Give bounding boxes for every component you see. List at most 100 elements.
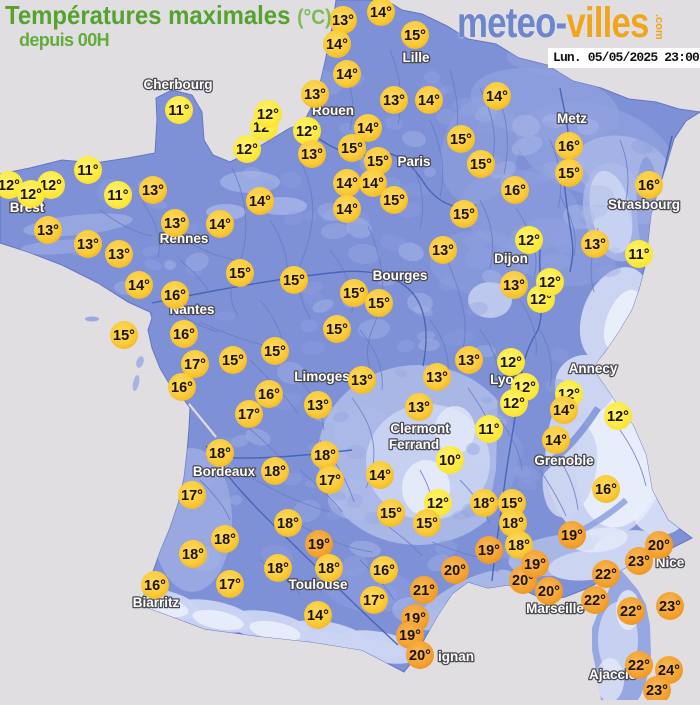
svg-text:Lille: Lille	[402, 50, 429, 65]
svg-text:12°: 12°	[0, 178, 20, 194]
svg-text:17°: 17°	[184, 357, 206, 373]
svg-text:15°: 15°	[113, 328, 135, 344]
svg-text:15°: 15°	[341, 141, 363, 157]
svg-text:14°: 14°	[545, 433, 567, 449]
svg-text:18°: 18°	[209, 446, 231, 462]
svg-text:23°: 23°	[646, 683, 668, 699]
svg-text:17°: 17°	[363, 593, 385, 609]
svg-text:13°: 13°	[37, 223, 59, 239]
svg-text:11°: 11°	[478, 422, 499, 438]
svg-text:15°: 15°	[501, 496, 523, 512]
svg-text:17°: 17°	[181, 488, 203, 504]
svg-text:14°: 14°	[553, 403, 575, 419]
svg-text:Cherbourg: Cherbourg	[144, 77, 213, 92]
svg-text:18°: 18°	[267, 561, 289, 577]
svg-text:Metz: Metz	[557, 111, 587, 126]
svg-text:18°: 18°	[182, 547, 204, 563]
svg-text:17°: 17°	[319, 473, 341, 489]
svg-text:15°: 15°	[326, 322, 348, 338]
svg-text:17°: 17°	[238, 407, 260, 423]
svg-text:14°: 14°	[357, 121, 379, 137]
svg-text:ignan: ignan	[438, 649, 474, 664]
svg-text:12°: 12°	[530, 292, 552, 308]
svg-text:19°: 19°	[561, 528, 583, 544]
svg-text:14°: 14°	[326, 37, 348, 53]
svg-text:19°: 19°	[308, 537, 330, 553]
svg-text:12°: 12°	[257, 107, 279, 123]
svg-text:15°: 15°	[368, 296, 390, 312]
svg-text:14°: 14°	[307, 608, 329, 624]
svg-text:14°: 14°	[128, 278, 150, 294]
svg-text:18°: 18°	[314, 448, 336, 464]
svg-text:Biarritz: Biarritz	[133, 595, 180, 610]
svg-text:13°: 13°	[77, 237, 99, 253]
svg-text:14°: 14°	[370, 5, 392, 21]
svg-text:13°: 13°	[332, 13, 354, 29]
svg-text:16°: 16°	[173, 327, 195, 343]
svg-text:22°: 22°	[595, 567, 617, 583]
svg-text:20°: 20°	[648, 538, 670, 554]
svg-text:20°: 20°	[409, 648, 431, 664]
svg-text:Ferrand: Ferrand	[389, 437, 439, 452]
svg-text:12°: 12°	[518, 233, 540, 249]
svg-text:15°: 15°	[404, 28, 426, 44]
svg-text:23°: 23°	[659, 599, 681, 615]
svg-text:12°: 12°	[500, 355, 522, 371]
svg-text:Strasbourg: Strasbourg	[608, 197, 680, 212]
svg-text:15°: 15°	[283, 273, 305, 289]
svg-text:16°: 16°	[638, 178, 660, 194]
svg-text:11°: 11°	[77, 163, 98, 179]
svg-text:18°: 18°	[277, 516, 299, 532]
svg-text:13°: 13°	[503, 278, 525, 294]
svg-text:13°: 13°	[304, 87, 326, 103]
svg-text:12°: 12°	[40, 178, 62, 194]
svg-text:18°: 18°	[508, 538, 530, 554]
svg-text:11°: 11°	[628, 247, 649, 263]
svg-text:15°: 15°	[367, 154, 389, 170]
svg-text:12°: 12°	[607, 409, 629, 425]
svg-text:15°: 15°	[558, 166, 580, 182]
svg-text:Bourges: Bourges	[373, 268, 428, 283]
svg-text:14°: 14°	[249, 194, 271, 210]
svg-text:Bordeaux: Bordeaux	[193, 464, 256, 479]
svg-text:20°: 20°	[538, 584, 560, 600]
svg-text:Paris: Paris	[397, 154, 430, 169]
svg-text:Ajaccio: Ajaccio	[589, 667, 637, 682]
svg-text:22°: 22°	[628, 658, 650, 674]
svg-text:21°: 21°	[413, 583, 435, 599]
svg-text:15°: 15°	[470, 157, 492, 173]
svg-text:15°: 15°	[450, 132, 472, 148]
svg-text:11°: 11°	[107, 188, 128, 204]
svg-text:14°: 14°	[209, 217, 231, 233]
svg-text:18°: 18°	[264, 464, 286, 480]
svg-text:13°: 13°	[426, 370, 448, 386]
svg-text:16°: 16°	[595, 482, 617, 498]
svg-text:10°: 10°	[439, 453, 461, 469]
svg-text:13°: 13°	[164, 216, 186, 232]
svg-text:14°: 14°	[336, 176, 358, 192]
svg-text:13°: 13°	[142, 183, 164, 199]
svg-text:13°: 13°	[301, 147, 323, 163]
svg-text:19°: 19°	[399, 628, 421, 644]
svg-text:13°: 13°	[584, 237, 606, 253]
svg-text:12°: 12°	[236, 142, 258, 158]
svg-text:18°: 18°	[473, 496, 495, 512]
svg-text:22°: 22°	[584, 593, 606, 609]
svg-text:12°: 12°	[539, 275, 561, 291]
svg-text:15°: 15°	[264, 344, 286, 360]
svg-text:15°: 15°	[343, 286, 365, 302]
svg-text:14°: 14°	[336, 202, 358, 218]
svg-text:14°: 14°	[486, 89, 508, 105]
svg-text:15°: 15°	[416, 516, 438, 532]
svg-text:17°: 17°	[219, 577, 241, 593]
svg-text:12°: 12°	[20, 187, 42, 203]
svg-text:12°: 12°	[427, 496, 449, 512]
svg-text:16°: 16°	[504, 183, 526, 199]
svg-text:Annecy: Annecy	[569, 361, 618, 376]
svg-text:Clermont: Clermont	[390, 421, 450, 436]
svg-text:12°: 12°	[296, 124, 318, 140]
svg-text:20°: 20°	[512, 573, 534, 589]
svg-text:16°: 16°	[164, 288, 186, 304]
svg-text:13°: 13°	[351, 373, 373, 389]
svg-text:12°: 12°	[503, 396, 525, 412]
